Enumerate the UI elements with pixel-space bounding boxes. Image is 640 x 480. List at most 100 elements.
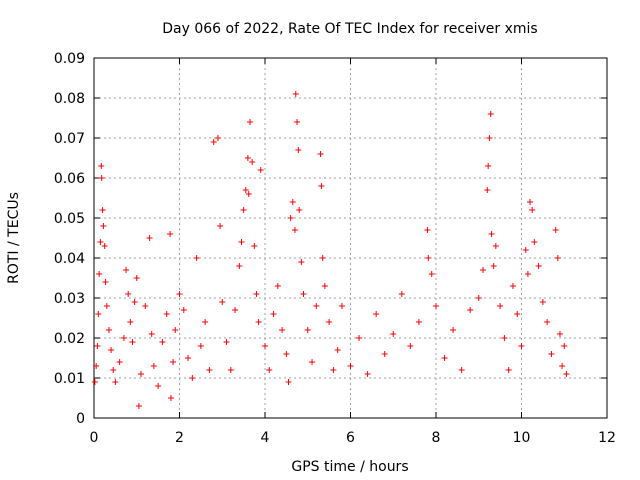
data-point [135, 403, 142, 409]
data-point [142, 303, 149, 309]
data-point [159, 339, 166, 345]
x-tick-label: 12 [598, 430, 616, 446]
data-point [428, 271, 435, 277]
data-point [561, 343, 568, 349]
data-point [531, 239, 538, 245]
data-point [304, 327, 311, 333]
data-point [262, 343, 268, 349]
data-point [289, 199, 296, 205]
data-point [257, 167, 264, 173]
data-point [433, 303, 439, 309]
data-point [176, 291, 183, 297]
data-point [101, 243, 108, 249]
x-tick-label: 6 [346, 430, 355, 446]
data-point [210, 139, 217, 145]
data-point [167, 231, 174, 237]
data-point [381, 351, 388, 357]
chart-title: Day 066 of 2022, Rate Of TEC Index for r… [162, 21, 537, 37]
data-point [100, 223, 107, 229]
data-point [202, 319, 209, 325]
data-point [131, 299, 138, 305]
data-point [407, 343, 414, 349]
data-point [251, 243, 258, 249]
data-point [247, 119, 254, 125]
data-point [163, 311, 170, 317]
data-point [294, 119, 301, 125]
data-point [127, 319, 134, 325]
data-point [283, 351, 290, 357]
y-tick-label: 0.05 [54, 211, 85, 227]
data-point [116, 359, 123, 365]
data-point [105, 327, 112, 333]
data-point [123, 267, 130, 273]
data-point [170, 359, 177, 365]
data-point [287, 215, 294, 221]
data-point [485, 163, 492, 169]
x-tick-label: 2 [175, 430, 184, 446]
data-point [490, 263, 497, 269]
x-tick-label: 0 [90, 430, 99, 446]
data-point [129, 339, 136, 345]
data-point [548, 351, 555, 357]
data-point [255, 319, 262, 325]
data-point [214, 135, 221, 141]
data-point [554, 255, 561, 261]
axis-ticks: 0 2 4 6 8 10 12 0 0.01 0.02 0.03 0.04 0.05 0.06 0.07 0.… [54, 51, 616, 446]
data-point [563, 371, 570, 377]
data-point [219, 299, 226, 305]
data-point [492, 243, 499, 249]
y-tick-label: 0.02 [54, 331, 85, 347]
data-point [236, 263, 243, 269]
data-point [390, 331, 397, 337]
data-point [480, 267, 487, 273]
data-point [424, 227, 431, 233]
data-point [450, 327, 457, 333]
data-point [556, 331, 563, 337]
y-tick-label: 0.03 [54, 291, 85, 307]
x-axis-label: GPS time / hours [291, 459, 408, 475]
data-point [291, 227, 298, 233]
data-point [487, 111, 494, 117]
data-point [98, 175, 105, 181]
data-point [497, 303, 504, 309]
data-point [527, 199, 534, 205]
data-point [180, 307, 187, 313]
data-point [189, 375, 196, 381]
data-point [321, 283, 328, 289]
data-point [97, 239, 104, 245]
data-point [524, 271, 531, 277]
data-point [509, 283, 516, 289]
data-point [475, 295, 482, 301]
data-point [338, 303, 345, 309]
data-point [93, 363, 100, 369]
x-tick-label: 8 [432, 430, 441, 446]
data-point [296, 207, 303, 213]
y-tick-label: 0.04 [54, 251, 85, 267]
data-point [415, 319, 422, 325]
data-point [217, 223, 224, 229]
y-tick-label: 0.07 [54, 131, 85, 147]
data-point [227, 367, 234, 373]
data-point [197, 343, 204, 349]
data-point [292, 91, 299, 97]
y-tick-label: 0.01 [54, 371, 85, 387]
data-point [300, 291, 307, 297]
data-point [326, 319, 333, 325]
data-point [206, 367, 213, 373]
data-point [98, 163, 105, 169]
data-point [138, 371, 145, 377]
data-point [279, 327, 286, 333]
data-point [108, 347, 115, 353]
data-point [559, 363, 566, 369]
data-point [244, 155, 251, 161]
data-point [347, 363, 354, 369]
data-point [120, 335, 127, 341]
data-point [458, 367, 465, 373]
x-tick-label: 10 [513, 430, 531, 446]
data-point [193, 255, 200, 261]
data-point [125, 291, 132, 297]
data-point [319, 255, 326, 261]
data-point [535, 263, 542, 269]
data-point [484, 187, 491, 193]
